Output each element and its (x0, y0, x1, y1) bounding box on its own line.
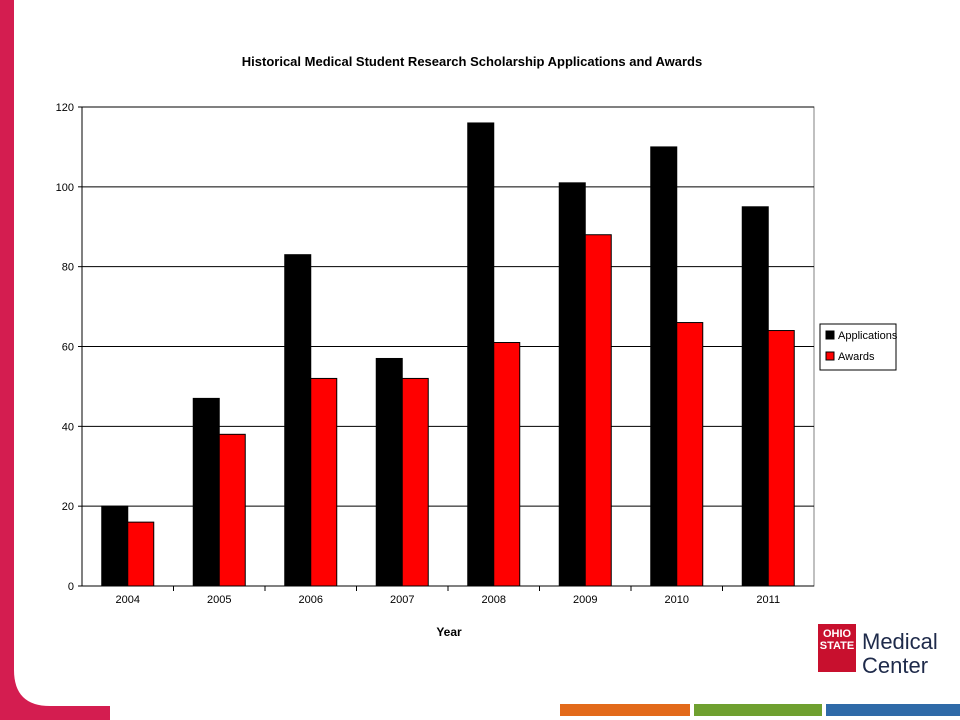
bottom-bar-orange (560, 704, 690, 716)
y-tick-label: 120 (56, 102, 74, 114)
legend-label-applications: Applications (838, 330, 898, 342)
x-tick-label: 2007 (390, 594, 414, 606)
ohio-state-logo-mark: OHIO STATE (818, 624, 856, 672)
logo-mark-text: OHIO STATE (819, 628, 855, 652)
y-tick-label: 40 (62, 421, 74, 433)
bar-applications-2004 (101, 505, 129, 587)
bar-applications-2005 (192, 397, 220, 587)
logo-line-2: Center (862, 653, 929, 678)
y-tick-label: 20 (62, 501, 74, 513)
bottom-bar-blue (826, 704, 960, 716)
x-axis-label: Year (436, 625, 462, 639)
chart-title: Historical Medical Student Research Scho… (242, 54, 702, 69)
bar-awards-2008 (493, 342, 521, 587)
x-tick-label: 2011 (756, 594, 780, 606)
legend-swatch-awards (825, 351, 835, 361)
bar-awards-2005 (218, 433, 246, 587)
bar-awards-2009 (584, 234, 612, 587)
corner-curve-decoration (0, 630, 110, 720)
logo-line-1: Medical (862, 629, 938, 654)
bar-awards-2007 (401, 377, 429, 587)
logo-text: Medical Center (862, 630, 938, 678)
x-tick-label: 2004 (116, 594, 140, 606)
bar-applications-2009 (558, 182, 586, 587)
bar-applications-2007 (375, 357, 403, 587)
y-tick-label: 60 (62, 342, 74, 354)
y-tick-label: 100 (56, 182, 74, 194)
y-tick-label: 80 (62, 262, 74, 274)
bar-applications-2008 (467, 122, 495, 587)
x-tick-label: 2005 (207, 594, 231, 606)
y-tick-label: 0 (68, 581, 74, 593)
bottom-bar-green (694, 704, 822, 716)
bar-awards-2004 (127, 521, 155, 587)
side-band (0, 0, 14, 706)
bar-applications-2010 (650, 146, 678, 587)
x-tick-label: 2009 (573, 594, 597, 606)
legend-label-awards: Awards (838, 351, 875, 363)
x-tick-label: 2010 (665, 594, 689, 606)
bar-applications-2011 (741, 206, 769, 587)
bar-awards-2011 (767, 330, 795, 587)
legend-swatch-applications (825, 330, 835, 340)
x-tick-label: 2006 (299, 594, 323, 606)
bar-awards-2006 (310, 377, 338, 587)
bar-applications-2006 (284, 254, 312, 587)
bar-awards-2010 (676, 322, 704, 587)
x-tick-label: 2008 (482, 594, 506, 606)
